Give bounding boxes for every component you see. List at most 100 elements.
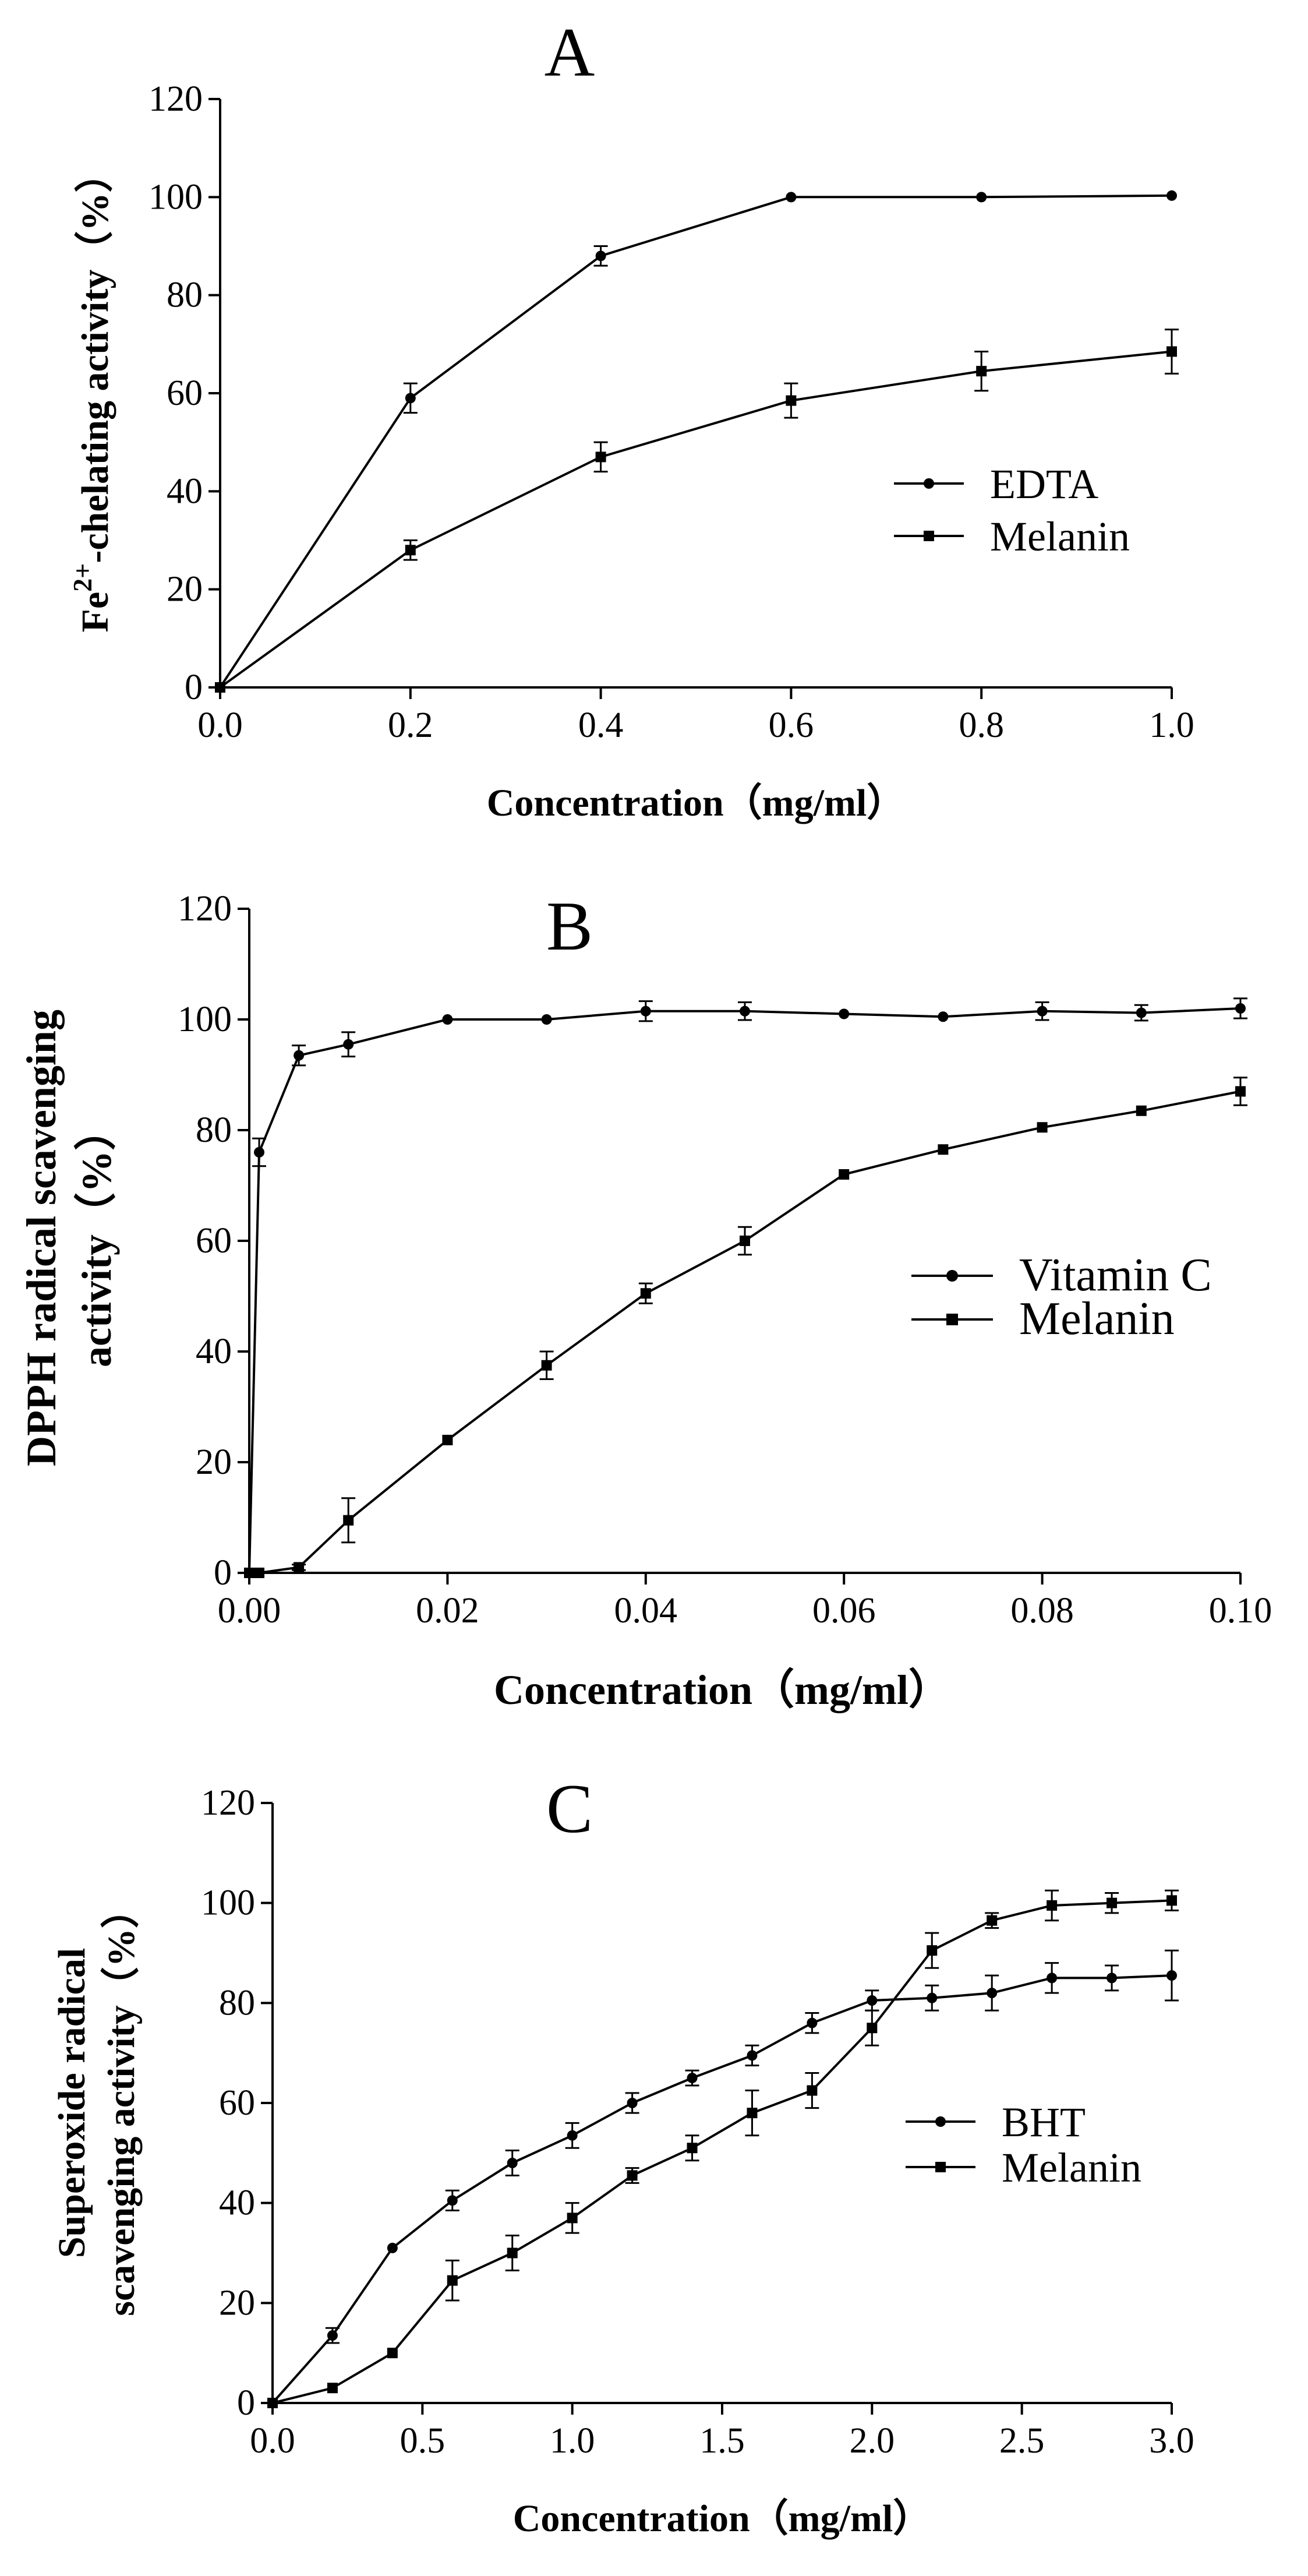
data-point-melanin xyxy=(976,366,987,377)
y-axis-label-base: Fe xyxy=(74,592,116,633)
y-axis-label-line-1: Superoxide radical xyxy=(51,1948,93,2258)
data-point-bht xyxy=(327,2330,338,2341)
x-tick-label: 0.08 xyxy=(1010,1591,1074,1631)
data-point-edta xyxy=(405,393,416,404)
x-tick-label: 1.5 xyxy=(699,2421,745,2461)
y-tick-label: 120 xyxy=(201,1783,255,1823)
data-point-vitamin-c xyxy=(541,1014,552,1025)
y-tick-label: 80 xyxy=(167,276,203,315)
panel-a: A 0 20 40 60 80 100 120 0.0 0.2 0.4 0.6 0.8 1.0 Conc… xyxy=(68,13,1194,824)
data-point-melanin xyxy=(405,545,416,556)
data-point-vitamin-c xyxy=(1235,1003,1246,1014)
data-point-melanin xyxy=(541,1360,552,1371)
y-tick-label: 40 xyxy=(167,471,203,511)
data-point-vitamin-c xyxy=(1037,1005,1048,1017)
y-tick-label: 60 xyxy=(167,373,203,413)
x-axis-label: Concentration（mg/ml） xyxy=(494,1667,950,1713)
data-point-melanin xyxy=(687,2143,698,2154)
axis-ticks: 0 20 40 60 80 100 120 0.0 0.2 0.4 0.6 0.8 1.0 xyxy=(149,79,1194,745)
legend-label-melanin: Melanin xyxy=(1002,2144,1141,2191)
data-point-melanin xyxy=(1166,346,1177,357)
data-point-edta xyxy=(786,192,797,203)
y-tick-label: 60 xyxy=(196,1221,232,1261)
data-point-melanin xyxy=(595,451,606,463)
data-point-vitamin-c xyxy=(294,1050,305,1061)
y-tick-label: 20 xyxy=(196,1442,232,1482)
y-tick-label: 0 xyxy=(214,1553,232,1593)
legend-marker-melanin xyxy=(946,1314,958,1325)
axis-ticks: 0 20 40 60 80 100 120 0.0 0.5 1.0 1.5 2.0 2.5 3.0 xyxy=(201,1783,1194,2461)
x-tick-label: 1.0 xyxy=(1149,705,1194,745)
data-point-vitamin-c xyxy=(343,1039,354,1050)
legend-marker-vitamin-c xyxy=(946,1270,958,1282)
data-point-melanin xyxy=(867,2023,878,2034)
data-point-bht xyxy=(987,1988,998,1999)
y-tick-label: 80 xyxy=(196,1110,232,1150)
y-axis-label-rest: -chelating activity（%） xyxy=(73,154,116,563)
data-point-melanin xyxy=(447,2275,458,2286)
data-point-bht xyxy=(807,2017,818,2028)
data-point-melanin xyxy=(215,682,225,693)
data-point-melanin xyxy=(567,2212,578,2224)
legend-label-melanin: Melanin xyxy=(1019,1293,1175,1345)
data-point-bht xyxy=(507,2158,518,2168)
data-point-melanin xyxy=(1107,1897,1118,1908)
y-axis-label-line-2: activity（%） xyxy=(73,1109,120,1367)
data-point-bht xyxy=(927,1992,938,2003)
y-tick-label: 40 xyxy=(196,1332,232,1371)
x-tick-label: 0.06 xyxy=(812,1591,876,1631)
panel-letter: C xyxy=(546,1770,593,1847)
data-point-bht xyxy=(747,2050,758,2061)
data-point-vitamin-c xyxy=(1136,1007,1147,1018)
x-tick-label: 0.5 xyxy=(400,2421,446,2461)
data-point-melanin xyxy=(927,1945,938,1956)
data-point-edta xyxy=(595,250,606,262)
y-tick-label: 100 xyxy=(201,1883,255,1923)
data-point-bht xyxy=(447,2195,458,2206)
series-line-edta xyxy=(219,194,1172,689)
data-point-melanin xyxy=(640,1288,651,1299)
y-tick-label: 20 xyxy=(167,570,203,609)
data-point-bht xyxy=(1166,1970,1177,1981)
panel-letter: B xyxy=(546,887,593,965)
y-axis-label: Fe2+-chelating activity（%） xyxy=(68,154,116,633)
legend-marker-bht xyxy=(935,2116,946,2127)
x-tick-label: 0.2 xyxy=(388,705,433,745)
x-tick-label: 0.0 xyxy=(250,2421,295,2461)
data-point-bht xyxy=(1107,1972,1118,1984)
legend: EDTA Melanin xyxy=(894,461,1130,560)
data-point-melanin xyxy=(987,1915,998,1926)
series-layer xyxy=(267,1889,1179,2408)
legend-label-bht: BHT xyxy=(1002,2099,1086,2146)
data-point-melanin xyxy=(627,2170,638,2181)
series-layer xyxy=(244,997,1247,1578)
data-point-melanin xyxy=(1166,1895,1177,1906)
y-tick-label: 120 xyxy=(178,889,232,929)
data-point-melanin xyxy=(786,395,797,406)
x-tick-label: 2.0 xyxy=(850,2421,895,2461)
data-point-melanin xyxy=(1047,1900,1058,1911)
legend-marker-melanin xyxy=(935,2162,946,2172)
x-axis-label: Concentration（mg/ml） xyxy=(513,2497,932,2540)
data-point-melanin xyxy=(442,1435,453,1445)
y-tick-label: 0 xyxy=(185,668,203,707)
axis-ticks: 0 20 40 60 80 100 120 0.00 0.02 0.04 0.06 0.08 0.10 xyxy=(178,889,1272,1631)
data-point-melanin xyxy=(294,1562,305,1573)
legend-marker-edta xyxy=(924,478,934,489)
data-point-melanin xyxy=(807,2085,818,2096)
x-tick-label: 0.6 xyxy=(769,705,814,745)
data-point-vitamin-c xyxy=(640,1005,651,1017)
data-point-melanin xyxy=(1235,1086,1246,1097)
data-point-melanin xyxy=(387,2348,398,2359)
legend-marker-melanin xyxy=(924,531,934,541)
x-tick-label: 0.10 xyxy=(1209,1591,1272,1631)
data-point-bht xyxy=(387,2242,398,2253)
data-point-melanin xyxy=(507,2247,518,2259)
x-tick-label: 2.5 xyxy=(999,2421,1045,2461)
data-point-edta xyxy=(976,192,987,203)
y-tick-label: 120 xyxy=(149,79,203,119)
panel-letter: A xyxy=(545,13,595,91)
x-axis-label: Concentration（mg/ml） xyxy=(487,781,906,824)
data-point-vitamin-c xyxy=(254,1147,265,1158)
